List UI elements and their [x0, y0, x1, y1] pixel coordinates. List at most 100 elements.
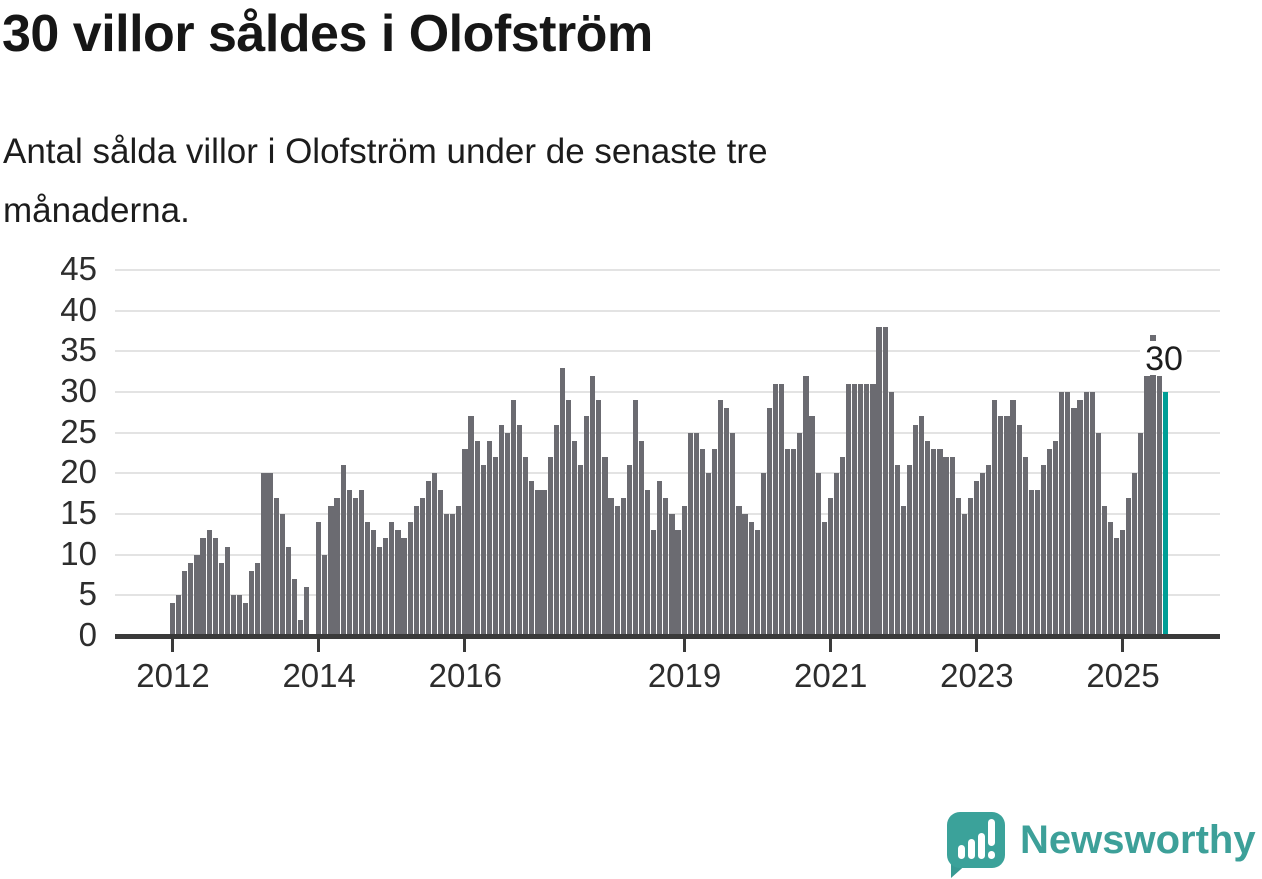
bar [638, 440, 645, 636]
bar [791, 448, 797, 636]
bar [955, 497, 961, 636]
bar [578, 465, 584, 636]
bar [736, 505, 742, 636]
bar [279, 514, 285, 636]
bar [437, 489, 444, 636]
subtitle-line-1: Antal sålda villor i Olofström under de … [3, 132, 768, 171]
bar [693, 432, 699, 636]
bar [297, 619, 304, 636]
bar [1004, 416, 1010, 636]
bar [742, 514, 748, 636]
bar [919, 416, 925, 636]
x-axis-tick [171, 639, 174, 652]
bar [194, 554, 200, 636]
bar [395, 530, 401, 636]
bar [986, 465, 992, 636]
bar [504, 432, 511, 636]
newsworthy-logo[interactable]: Newsworthy [947, 810, 1262, 879]
x-axis-label: 2016 [428, 657, 503, 694]
bar [291, 579, 297, 636]
bar [1156, 375, 1162, 636]
bar [645, 489, 651, 636]
bar [1126, 497, 1132, 636]
bar [1101, 505, 1107, 636]
bar [590, 375, 596, 636]
x-axis-line [115, 634, 1220, 639]
y-axis-label: 45 [60, 250, 97, 287]
y-axis-label: 35 [60, 331, 97, 369]
y-axis-label: 5 [78, 575, 97, 613]
bar [906, 465, 913, 636]
bar [705, 473, 712, 636]
bar [614, 505, 620, 636]
bar [973, 481, 980, 636]
bar [1138, 432, 1144, 636]
bar [206, 530, 212, 636]
bar [876, 326, 882, 636]
bar [992, 400, 998, 636]
bar [882, 326, 888, 636]
bar [450, 514, 456, 636]
bar [1113, 538, 1120, 636]
bar [870, 383, 876, 636]
bar [852, 383, 858, 636]
bar [352, 497, 358, 636]
last-value-label-halo [1140, 341, 1187, 375]
y-axis-label: 40 [60, 290, 97, 328]
bar [419, 497, 425, 636]
logo-bar-short [958, 845, 965, 859]
bar [511, 400, 517, 636]
bar [596, 400, 602, 636]
bar [182, 570, 188, 636]
bar [1046, 448, 1053, 636]
bar [772, 383, 779, 636]
bar [255, 562, 261, 636]
bar [346, 489, 352, 636]
bar [657, 481, 663, 636]
bar [462, 448, 468, 636]
gridline [115, 309, 1220, 312]
bar [480, 465, 486, 636]
bar [1053, 440, 1059, 636]
bar [322, 554, 328, 636]
bar [389, 522, 395, 636]
x-axis-label: 2025 [1086, 657, 1160, 694]
bar [1132, 473, 1138, 636]
x-axis-label: 2019 [647, 657, 722, 694]
bar [218, 562, 224, 636]
bar [925, 440, 931, 636]
chart-subtitle: Antal sålda villor i Olofström under de … [3, 122, 1153, 240]
bar [224, 546, 230, 636]
bar [900, 505, 906, 636]
gridline [115, 269, 1220, 271]
bar [651, 530, 657, 636]
bar [1095, 432, 1101, 636]
bar [809, 416, 815, 636]
bar [212, 538, 218, 636]
bar [1016, 424, 1022, 636]
bar [961, 514, 967, 636]
highlighted-bar [1162, 392, 1168, 636]
bar [669, 514, 675, 636]
bar [602, 457, 608, 636]
x-axis-tick [1121, 639, 1125, 652]
bar [1150, 335, 1156, 636]
gridline [115, 391, 1220, 393]
bar [1089, 392, 1095, 636]
bar [681, 505, 687, 636]
x-axis-label: 2023 [940, 657, 1014, 694]
bar [559, 367, 565, 636]
bar [1010, 400, 1016, 636]
bar [864, 383, 870, 636]
x-axis-tick [974, 639, 978, 652]
bar [1059, 392, 1065, 636]
bar [401, 538, 407, 636]
bar [444, 514, 450, 636]
gridline [115, 350, 1220, 353]
bar [571, 440, 578, 636]
bar [486, 440, 492, 636]
bar [547, 457, 553, 636]
bar [675, 530, 681, 636]
bar [730, 432, 736, 636]
